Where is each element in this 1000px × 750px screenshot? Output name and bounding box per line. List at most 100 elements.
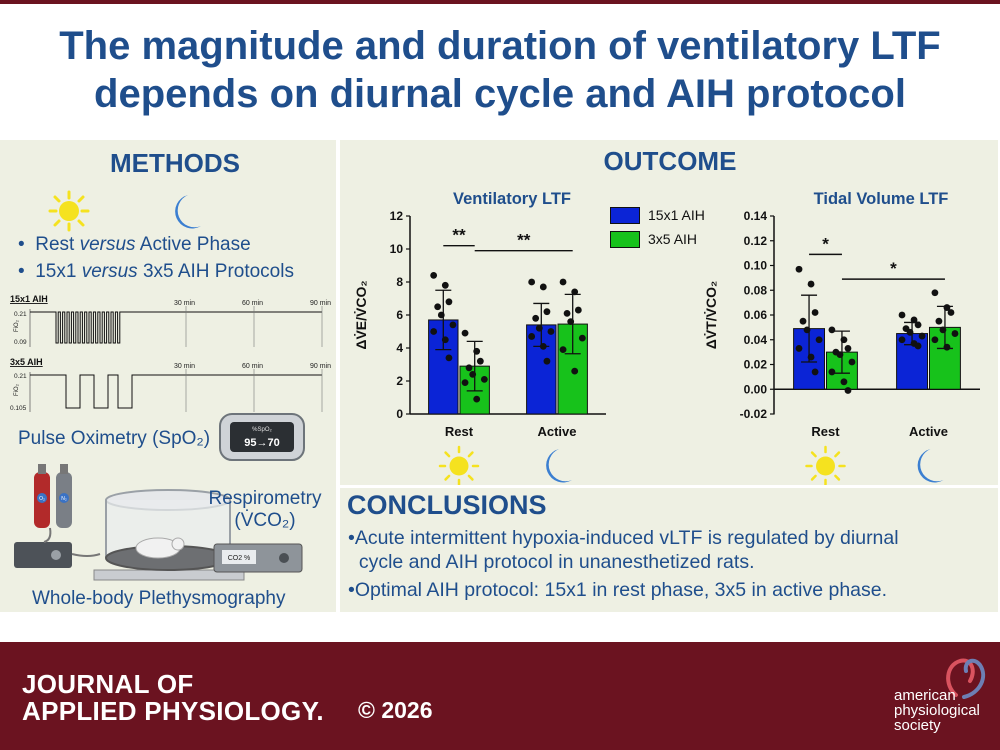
vltf-data-point — [430, 272, 438, 279]
vt-data-point — [939, 326, 947, 334]
vt-rest-sun-icon-ray — [834, 474, 841, 481]
pulse-oximetry-label: Pulse Oximetry (SpO₂) — [18, 428, 211, 449]
legend-swatch-15x1 — [610, 206, 640, 224]
gas-n2-label: N₂ — [61, 496, 67, 502]
vltf-data-point — [441, 281, 449, 289]
plethysmography-illustration: O₂ N₂ CO2 % — [14, 464, 303, 581]
title-line-2: depends on diurnal cycle and AIH protoco… — [94, 72, 906, 116]
vltf-data-point — [578, 334, 586, 342]
legend-label-3x5: 3x5 AIH — [648, 231, 698, 247]
p2-fio2-high: 0.21 — [14, 373, 27, 380]
vt-data-point — [803, 326, 811, 334]
vt-tick-label: -0.02 — [740, 407, 768, 421]
vt-rest-sun-icon — [805, 445, 846, 485]
vt-data-point — [943, 343, 951, 351]
vltf-category-label: Rest — [445, 424, 474, 439]
vt-data-point — [947, 309, 955, 316]
protocol-15x1-trace — [30, 311, 322, 344]
vt-tick-label: 0.06 — [744, 308, 768, 322]
co2-meter-label: CO2 % — [228, 555, 251, 562]
p1-fio2-axis: FiO₂ — [14, 319, 20, 332]
vt-data-point — [906, 328, 914, 336]
p1-time-90: 90 min — [310, 300, 331, 307]
vltf-data-point — [434, 303, 442, 311]
vt-data-point — [811, 368, 819, 376]
vltf-tick-label: 0 — [396, 407, 403, 421]
vt-ylabel: ΔV̇T/V̇CO₂ — [703, 281, 719, 349]
vt-data-point — [914, 342, 922, 350]
vltf-rest-sun-icon-ray — [467, 451, 474, 458]
vt-data-point — [931, 289, 939, 297]
pulse-oximeter-icon: %SpO₂ 95→70 — [219, 413, 305, 461]
vt-data-point — [951, 330, 959, 337]
vt-data-point — [914, 321, 922, 329]
vt-category-label: Active — [909, 424, 948, 439]
legend-label-15x1: 15x1 AIH — [648, 207, 705, 223]
vt-data-point — [811, 309, 819, 316]
vt-data-point — [828, 326, 836, 334]
protocol-3x5-label: 3x5 AIH — [10, 357, 43, 367]
vt-tick-label: 0.08 — [744, 283, 768, 297]
vltf-data-point — [465, 364, 473, 372]
footer-band — [0, 642, 1000, 750]
vt-data-point — [815, 336, 823, 344]
tidal-volume-ltf-chart: Tidal Volume LTF ΔV̇T/V̇CO₂ -0.02 0.00 0.02 0… — [703, 190, 980, 485]
vltf-data-point — [547, 328, 555, 335]
vltf-data-point — [461, 329, 469, 337]
vltf-data-point — [473, 395, 481, 403]
conclusions-panel — [340, 488, 998, 612]
gas-cylinders: O₂ N₂ — [34, 464, 72, 528]
p2-time-30: 30 min — [174, 363, 195, 370]
vt-data-point — [910, 316, 918, 324]
vltf-data-point — [445, 298, 453, 306]
vltf-data-point — [571, 288, 579, 296]
conclusion-line-3: •Optimal AIH protocol: 15x1 in rest phas… — [348, 579, 888, 601]
p2-fio2-axis: FiO₂ — [14, 383, 20, 396]
page-title: The magnitude and duration of ventilator… — [0, 22, 1000, 118]
aih-protocol-diagram: 15x1 AIH 0.21 0.09 FiO₂ 30 min 60 min 90… — [10, 294, 331, 412]
vltf-data-point — [539, 342, 547, 350]
conclusions-heading: CONCLUSIONS — [347, 490, 547, 520]
methods-bullet-2: • 15x1 versus 3x5 AIH Protocols — [18, 261, 294, 282]
vt-rest-sun-icon-ray — [810, 474, 817, 481]
co2-analyzer: CO2 % — [213, 543, 303, 573]
vltf-data-point — [476, 357, 484, 365]
legend-item-3x5: 3x5 AIH — [610, 228, 705, 250]
methods-heading: METHODS — [110, 148, 240, 178]
vt-data-point — [844, 387, 852, 394]
p1-time-30: 30 min — [174, 300, 195, 307]
vt-rest-sun-icon-ray — [810, 451, 817, 458]
vt-title: Tidal Volume LTF — [814, 190, 949, 208]
conclusion-line-1: •Acute intermittent hypoxia-induced vLTF… — [348, 527, 899, 549]
vltf-significance-star: ** — [517, 231, 531, 250]
vltf-rest-sun-icon-ray — [467, 474, 474, 481]
vt-tick-label: 0.02 — [744, 358, 768, 372]
gas-o2-label: O₂ — [39, 496, 45, 502]
vt-rest-sun-icon-ray — [834, 451, 841, 458]
vt-data-point — [828, 368, 836, 376]
vltf-data-point — [528, 278, 536, 286]
protocol-3x5-trace — [30, 374, 322, 409]
protocol-15x1-label: 15x1 AIH — [10, 294, 48, 304]
vt-significance-star: * — [890, 259, 897, 278]
vltf-data-point — [532, 314, 540, 322]
vltf-data-point — [559, 278, 567, 286]
legend-swatch-3x5 — [610, 230, 640, 248]
vltf-tick-label: 8 — [396, 275, 403, 289]
vt-category-label: Rest — [811, 424, 840, 439]
vt-active-moon-icon — [917, 449, 944, 483]
vt-data-point — [807, 280, 815, 288]
vltf-data-point — [543, 357, 551, 365]
top-accent-bar — [0, 0, 1000, 4]
p1-time-60: 60 min — [242, 300, 263, 307]
vltf-tick-label: 10 — [390, 242, 404, 256]
vltf-tick-label: 12 — [390, 209, 404, 223]
vltf-title: Ventilatory LTF — [453, 190, 571, 208]
vt-tick-label: 0.10 — [744, 259, 768, 273]
vltf-data-point — [469, 371, 477, 378]
journal-line-1: JOURNAL OF — [22, 669, 194, 699]
respirometry-label: Respirometry (V̇CO₂) — [208, 488, 322, 531]
methods-sun-icon — [48, 190, 90, 232]
vltf-data-point — [430, 328, 438, 335]
vltf-tick-label: 2 — [396, 374, 403, 388]
